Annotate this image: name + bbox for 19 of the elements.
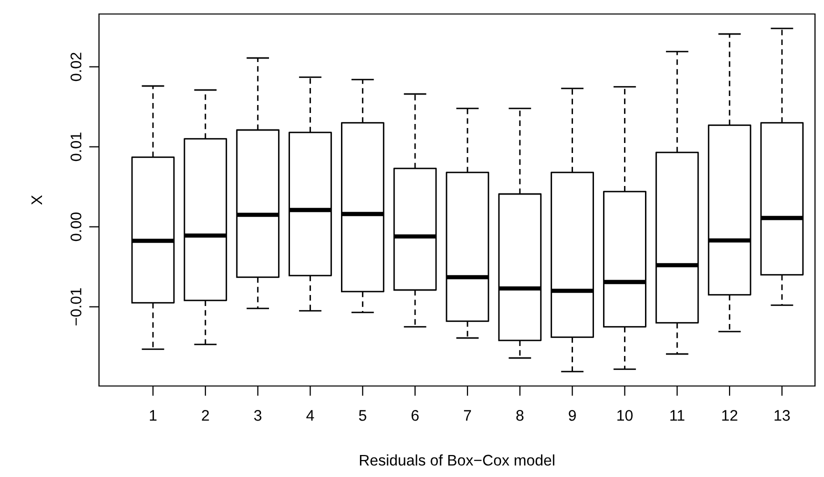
x-tick-label: 12 — [722, 410, 738, 421]
x-tick-label: 11 — [670, 410, 684, 421]
y-tick-label: 0.00 — [70, 212, 82, 242]
x-tick-label: 6 — [412, 410, 419, 421]
x-tick-label: 3 — [254, 410, 262, 421]
x-tick-label: 9 — [568, 410, 576, 421]
y-tick-label: 0.02 — [70, 52, 82, 82]
x-tick-label: 7 — [464, 410, 471, 421]
x-tick-label: 2 — [202, 410, 209, 421]
x-axis-title: Residuals of Box−Cox model — [360, 454, 554, 466]
x-tick-label: 1 — [150, 410, 156, 421]
y-axis-title: X — [31, 195, 42, 205]
x-tick-label: 10 — [617, 410, 633, 421]
y-tick-label: 0.01 — [70, 132, 82, 162]
x-tick-label: 5 — [359, 410, 366, 421]
x-tick-label: 8 — [516, 410, 524, 421]
x-tick-label: 13 — [774, 410, 790, 421]
x-tick-label: 4 — [306, 410, 314, 421]
y-tick-label: −0.01 — [70, 288, 82, 326]
